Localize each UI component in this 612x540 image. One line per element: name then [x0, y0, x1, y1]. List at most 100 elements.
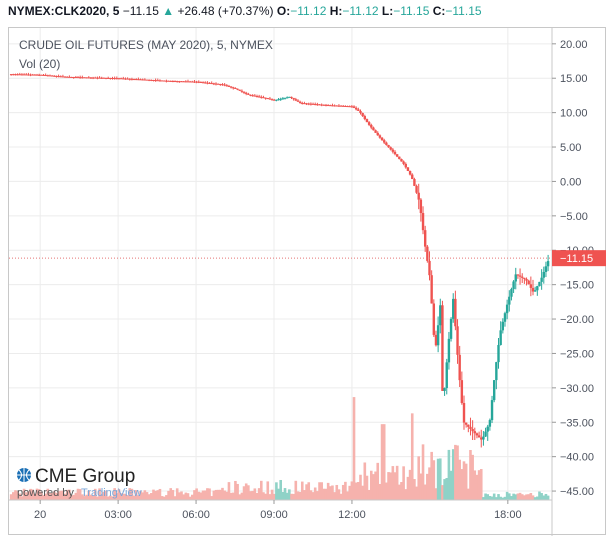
candle-body: [139, 79, 142, 81]
volume-bar: [225, 491, 229, 500]
cme-logo: CME Group: [17, 466, 135, 487]
chart-title[interactable]: CRUDE OIL FUTURES (MAY 2020), 5, NYMEX: [19, 38, 273, 52]
candle-body: [50, 75, 54, 77]
volume-bar: [527, 494, 530, 500]
volume-bar: [335, 484, 339, 500]
volume-bar: [406, 476, 410, 500]
price-tick-label: 20.00: [560, 39, 588, 51]
volume-bar: [309, 490, 313, 500]
candle-body: [12, 74, 15, 76]
candle-body: [445, 362, 448, 389]
candle-body: [260, 96, 263, 98]
volume-bar: [212, 490, 216, 500]
volume-bar: [331, 485, 334, 500]
volume-bar: [430, 451, 433, 500]
volume-bar: [363, 462, 367, 500]
volume-bar: [52, 491, 56, 500]
volume-bar: [158, 488, 162, 500]
volume-bar: [367, 489, 371, 500]
volume-bar: [199, 492, 203, 500]
candle-body: [16, 74, 19, 76]
volume-bar: [378, 483, 382, 500]
time-tick-label: 03:00: [104, 509, 132, 521]
volume-bar: [244, 483, 248, 500]
volume-legend[interactable]: Vol (20): [19, 57, 60, 71]
volume-bar: [542, 495, 546, 500]
candle-body: [31, 74, 34, 76]
chart-panel[interactable]: 20.0015.0010.005.000.00−5.00−10.00−15.00…: [8, 27, 607, 536]
volume-bar: [275, 482, 278, 500]
candle-body: [510, 289, 513, 297]
volume-bar: [46, 488, 50, 500]
candle-body: [497, 344, 500, 363]
candle-body: [145, 79, 149, 81]
volume-bar: [348, 485, 352, 500]
volume-bar: [22, 488, 26, 500]
volume-bar: [365, 475, 369, 500]
candle-body: [350, 106, 354, 108]
volume-bar: [546, 495, 550, 500]
candle-body: [434, 334, 438, 346]
volume-bar: [285, 492, 289, 500]
symbol-name[interactable]: NYMEX:CLK2020, 5: [8, 4, 120, 18]
volume-bar: [81, 494, 84, 500]
candle-body: [333, 105, 336, 107]
close-value: −11.15: [445, 4, 482, 18]
price-axis[interactable]: 20.0015.0010.005.000.00−5.00−10.00−15.00…: [551, 28, 594, 536]
candle-body: [68, 76, 71, 78]
time-tick-label: 09:00: [260, 509, 288, 521]
candle-body: [521, 276, 524, 278]
candle-body: [9, 74, 13, 76]
volume-bar: [292, 493, 295, 500]
candle-body: [439, 305, 442, 326]
volume-bar: [206, 488, 209, 500]
candle-body: [365, 119, 369, 123]
volume-bar: [104, 490, 108, 500]
volume-bar: [37, 489, 41, 500]
candle-body: [499, 330, 502, 345]
candle-body: [167, 80, 170, 82]
candle-body: [55, 75, 58, 77]
candle-body: [188, 81, 192, 83]
candle-body: [163, 80, 166, 82]
volume-bar: [251, 490, 254, 500]
volume-bar: [514, 494, 518, 500]
volume-bar: [538, 491, 541, 500]
candle-body: [428, 260, 431, 276]
tradingview-link[interactable]: TradingView: [81, 487, 142, 499]
volume-bar: [87, 490, 91, 500]
volume-bar: [415, 486, 418, 500]
volume-bar: [83, 496, 86, 500]
candle-body: [374, 130, 377, 133]
volume-bar: [410, 413, 414, 500]
candle-body: [251, 95, 254, 97]
candle-body: [219, 84, 222, 86]
volume-bar: [404, 489, 408, 500]
volume-bar: [456, 445, 459, 500]
candles[interactable]: [9, 72, 550, 448]
volume-bar: [262, 492, 265, 500]
candle-body: [279, 98, 282, 100]
candle-body: [385, 142, 388, 145]
time-axis[interactable]: 20 03:00 06:00 09:00 12:00 18:00: [9, 499, 552, 521]
volume-bar: [436, 458, 440, 500]
candle-body: [393, 151, 397, 155]
volume-bar: [106, 496, 110, 500]
volume-bar: [281, 491, 285, 500]
candle-body: [361, 113, 364, 117]
volume-bar: [14, 490, 17, 500]
candle-body: [314, 104, 317, 106]
candle-body: [119, 78, 123, 80]
volume-bar: [68, 489, 71, 500]
volume-bar: [283, 488, 287, 500]
candle-body: [78, 77, 82, 79]
candle-body: [46, 75, 50, 77]
up-triangle-icon: ▲: [162, 4, 175, 18]
volume-bar: [454, 444, 457, 500]
candle-body: [232, 87, 235, 89]
volume-bar: [533, 497, 537, 500]
candle-body: [201, 82, 205, 84]
candle-body: [102, 77, 106, 79]
volume-bar: [391, 466, 395, 500]
price-chart[interactable]: 20.0015.0010.005.000.00−5.00−10.00−15.00…: [9, 28, 607, 536]
